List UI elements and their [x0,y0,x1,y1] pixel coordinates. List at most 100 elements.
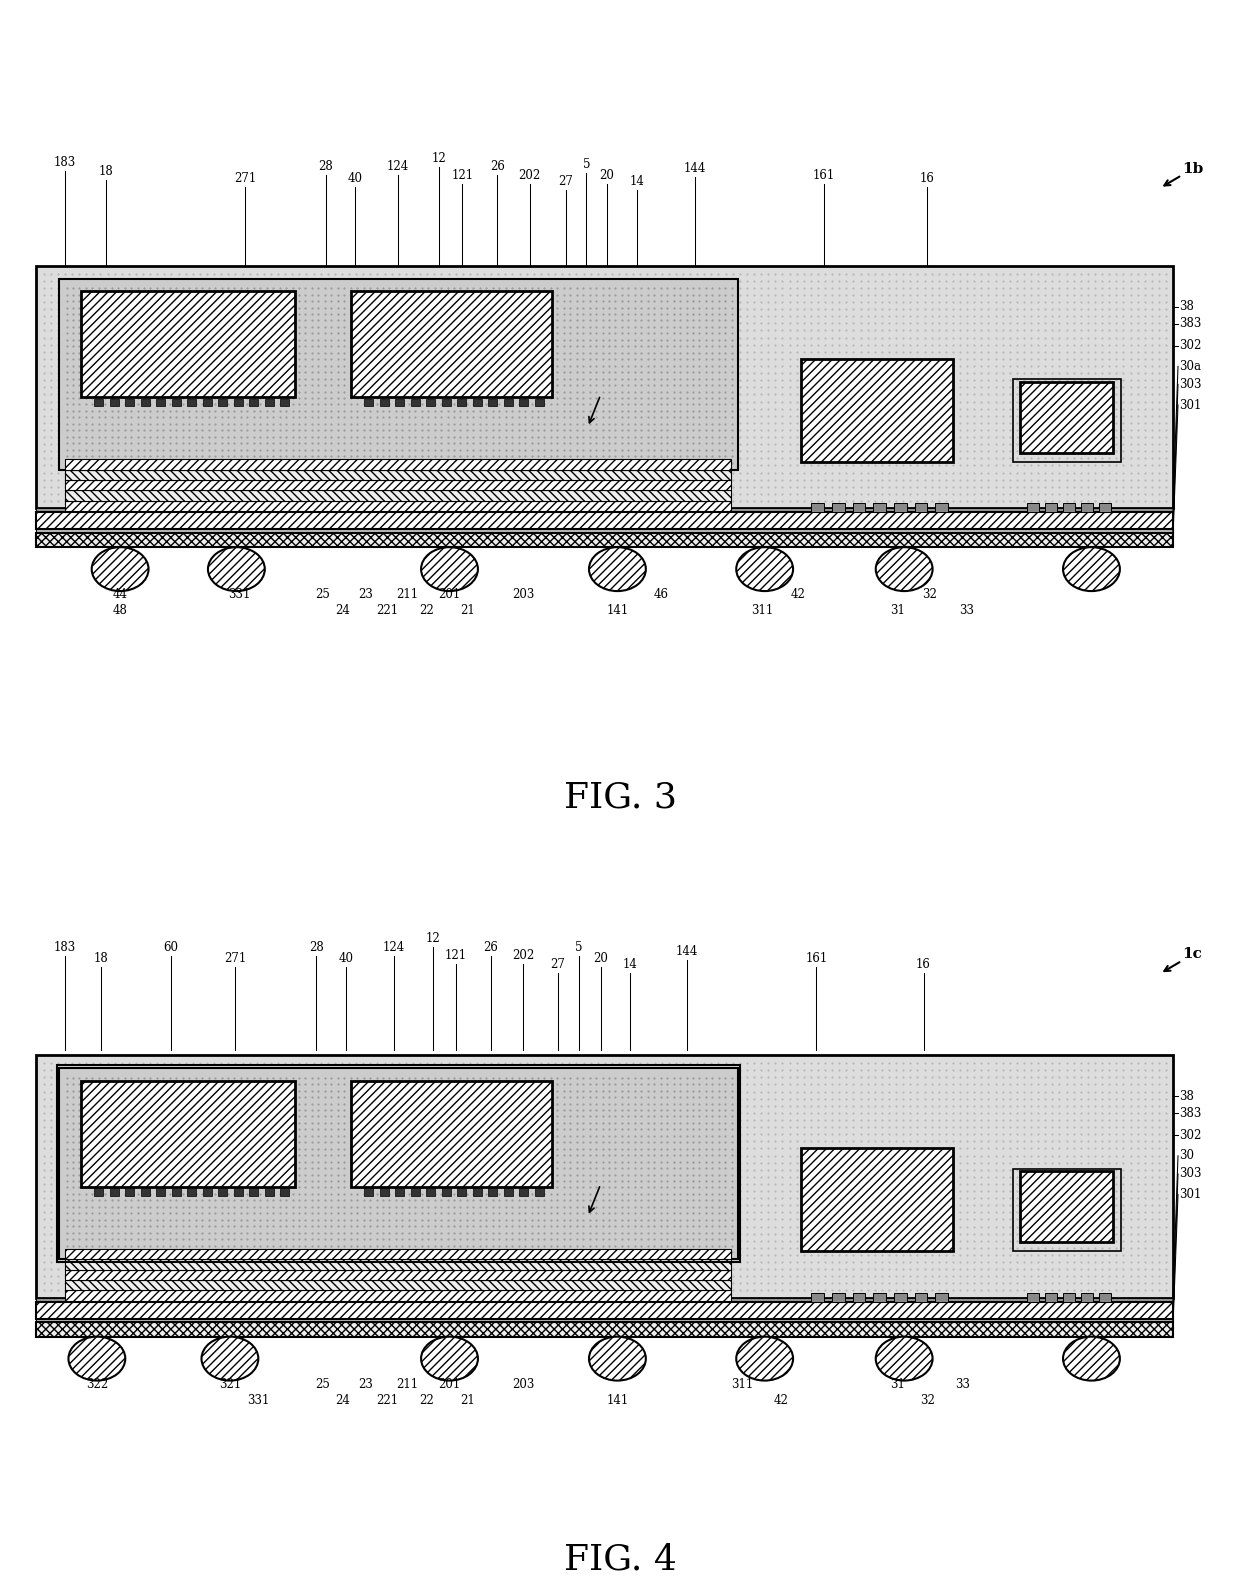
Bar [280,1187,289,1195]
Text: 5: 5 [583,158,590,171]
Bar [141,1187,150,1195]
Bar [534,1187,544,1195]
Bar [203,1187,212,1195]
Text: 38: 38 [1179,300,1194,313]
Text: 221: 221 [377,605,398,617]
Text: 27: 27 [558,175,573,188]
Bar [172,398,181,406]
Ellipse shape [92,548,149,591]
Bar [489,1187,497,1195]
Text: 46: 46 [653,589,668,602]
Text: 331: 331 [247,1394,269,1407]
Bar [472,1187,482,1195]
Text: 44: 44 [113,589,128,602]
Text: 121: 121 [451,169,474,182]
Text: 303: 303 [1179,377,1202,392]
Bar [64,1270,732,1281]
Bar [64,1249,732,1258]
Text: 141: 141 [606,1394,629,1407]
Bar [1027,504,1039,512]
Text: 144: 144 [676,946,698,958]
Text: 16: 16 [916,958,931,971]
Text: 33: 33 [955,1378,970,1391]
Text: 271: 271 [224,952,247,965]
Ellipse shape [68,1337,125,1380]
Bar [249,1187,258,1195]
Bar [64,491,732,501]
Bar [520,398,528,406]
Bar [64,1281,732,1290]
Bar [60,278,738,469]
Bar [36,1301,1173,1318]
Text: 201: 201 [439,589,460,602]
Ellipse shape [1063,1337,1120,1380]
Ellipse shape [422,1337,477,1380]
Ellipse shape [875,548,932,591]
Text: 5: 5 [575,941,583,954]
Text: 31: 31 [890,605,905,617]
Bar [534,398,544,406]
Bar [853,1293,866,1301]
Ellipse shape [589,1337,646,1380]
Text: 144: 144 [683,163,706,175]
Text: 22: 22 [419,605,434,617]
Bar [396,1187,404,1195]
Bar [396,398,404,406]
Bar [1013,1168,1121,1252]
Text: 12: 12 [432,152,446,164]
Text: 211: 211 [396,589,418,602]
Bar [520,1187,528,1195]
Text: 221: 221 [377,1394,398,1407]
Text: 26: 26 [484,941,498,954]
Bar [1099,504,1111,512]
Bar [36,512,1173,529]
Bar [472,398,482,406]
Text: 202: 202 [518,169,541,182]
Text: 22: 22 [419,1394,434,1407]
Bar [427,398,435,406]
Bar [57,1066,740,1262]
Bar [265,1187,274,1195]
Text: 18: 18 [93,952,108,965]
Text: 161: 161 [813,169,836,182]
Text: 26: 26 [490,159,505,172]
Text: 121: 121 [445,949,467,962]
Text: 14: 14 [630,175,645,188]
Text: 383: 383 [1179,1107,1202,1120]
Bar [365,398,373,406]
Bar [427,1187,435,1195]
Bar [935,504,949,512]
Bar [82,1082,295,1187]
Text: FIG. 3: FIG. 3 [563,780,677,815]
Bar [458,398,466,406]
Text: 303: 303 [1179,1167,1202,1181]
Text: 141: 141 [606,605,629,617]
Bar [36,1298,1173,1301]
Text: 271: 271 [234,172,257,185]
Bar [1045,1293,1056,1301]
Bar [172,1187,181,1195]
Text: 27: 27 [551,958,565,971]
Bar [36,529,1173,534]
Bar [64,1258,732,1270]
Bar [853,504,866,512]
Ellipse shape [422,548,477,591]
Bar [1021,382,1114,453]
Ellipse shape [208,548,265,591]
Bar [894,1293,906,1301]
Bar [64,501,732,512]
Bar [811,504,825,512]
Bar [873,1293,887,1301]
Text: 16: 16 [920,172,935,185]
Text: 48: 48 [113,605,128,617]
Text: 40: 40 [347,172,363,185]
Bar [1013,379,1121,463]
Text: 183: 183 [53,156,76,169]
Bar [365,1187,373,1195]
Bar [60,1067,738,1258]
Bar [915,1293,928,1301]
Bar [234,1187,243,1195]
Bar [379,398,389,406]
Ellipse shape [589,548,646,591]
Text: 24: 24 [335,1394,350,1407]
